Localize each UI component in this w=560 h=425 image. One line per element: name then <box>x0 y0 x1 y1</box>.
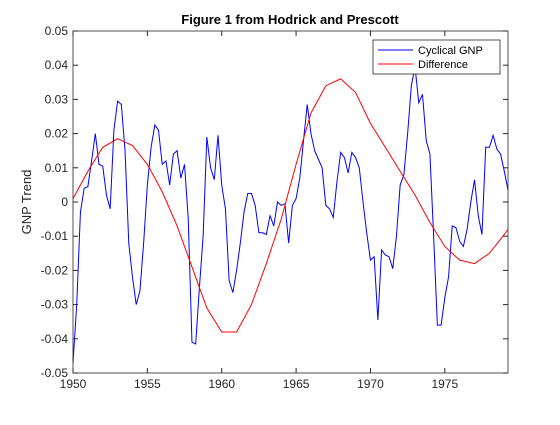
y-tick-label: 0.02 <box>45 127 69 141</box>
y-tick-label: 0 <box>61 195 68 209</box>
y-tick-label: 0.01 <box>45 161 69 175</box>
x-tick-label: 1970 <box>357 377 384 391</box>
series-line <box>72 66 509 363</box>
y-tick-label: -0.05 <box>41 366 69 380</box>
y-tick-label: -0.03 <box>41 298 69 312</box>
plot-area <box>73 31 508 373</box>
x-tick-label: 1955 <box>134 377 161 391</box>
x-tick-label: 1975 <box>431 377 458 391</box>
y-tick-label: 0.03 <box>45 92 69 106</box>
x-tick-label: 1960 <box>208 377 235 391</box>
y-axis-label: GNP Trend <box>19 170 34 235</box>
legend-label: Cyclical GNP <box>418 45 483 57</box>
x-tick-label: 1950 <box>60 377 87 391</box>
legend-label: Difference <box>418 59 468 71</box>
y-tick-label: 0.04 <box>45 58 69 72</box>
legend: Cyclical GNP Difference <box>372 39 501 75</box>
x-tick-label: 1965 <box>283 377 310 391</box>
y-tick-label: 0.05 <box>45 24 69 38</box>
y-tick-label: -0.01 <box>41 229 69 243</box>
legend-box <box>372 39 501 75</box>
chart-title: Figure 1 from Hodrick and Prescott <box>181 12 399 27</box>
y-tick-label: -0.04 <box>41 332 69 346</box>
y-tick-label: -0.02 <box>41 263 69 277</box>
series-line <box>72 78 509 333</box>
